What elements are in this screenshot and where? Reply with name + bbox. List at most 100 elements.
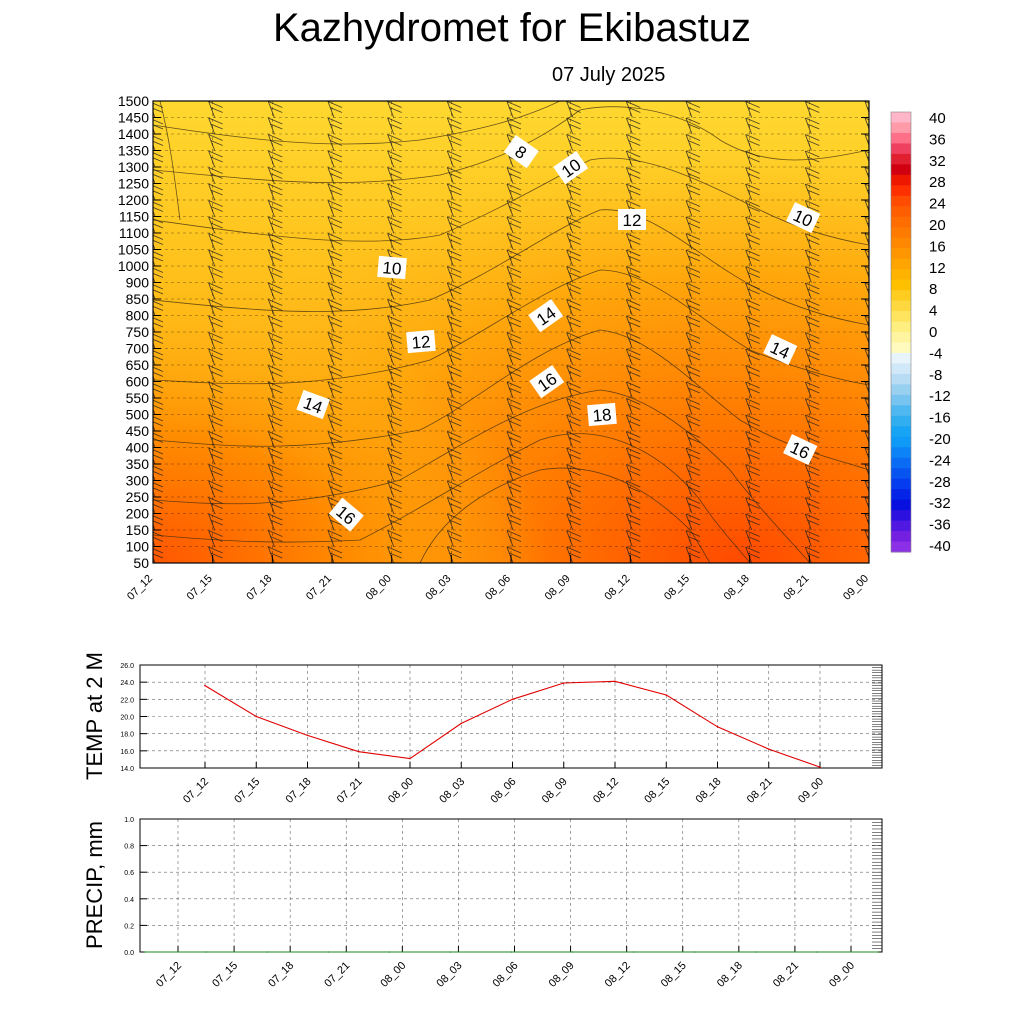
wind-barb bbox=[566, 134, 581, 151]
x-tick-label: 08_09 bbox=[543, 573, 573, 603]
colorbar-cell bbox=[891, 352, 911, 364]
contour-label-box bbox=[587, 402, 617, 427]
colorbar-frame bbox=[890, 111, 912, 553]
y-tick-label: 24.0 bbox=[120, 680, 134, 687]
wind-barb bbox=[153, 201, 164, 217]
wind-barb bbox=[810, 101, 812, 102]
wind-barb bbox=[864, 200, 869, 213]
y-tick-label: 26.0 bbox=[120, 663, 134, 670]
wind-barb bbox=[153, 251, 164, 267]
wind-barb bbox=[387, 464, 402, 481]
wind-barb bbox=[446, 398, 462, 415]
x-tick-label: 08_12 bbox=[602, 573, 632, 603]
precip-point bbox=[266, 951, 268, 953]
x-tick-label: 08_06 bbox=[491, 960, 521, 990]
y-tick-label: 1500 bbox=[118, 93, 149, 109]
wind-barb bbox=[625, 381, 641, 399]
wind-barb bbox=[745, 266, 760, 283]
wind-barb bbox=[214, 101, 215, 102]
wind-barb bbox=[153, 267, 164, 283]
x-tick-label: 07_21 bbox=[322, 960, 352, 990]
colorbar-label: -40 bbox=[929, 538, 951, 555]
wind-barb bbox=[566, 249, 581, 267]
x-tick-label: 08_21 bbox=[745, 776, 775, 806]
colorbar-cell bbox=[891, 258, 911, 270]
colorbar-cell bbox=[891, 164, 911, 176]
y-tick-label: 16.0 bbox=[120, 749, 134, 756]
wind-barb bbox=[625, 530, 641, 547]
wind-barb bbox=[208, 266, 223, 283]
wind-barb bbox=[208, 447, 223, 465]
colorbar-cells bbox=[891, 112, 911, 553]
colorbar-cell bbox=[891, 426, 911, 438]
wind-barb bbox=[506, 117, 522, 135]
precip-panel: PRECIP, mm 1.0 0.8 0.6 0.4 0.2 0.0 07_12 07_15… bbox=[82, 817, 883, 990]
x-tick-label: 08_06 bbox=[489, 776, 519, 806]
wind-barb bbox=[566, 530, 581, 547]
wind-barb bbox=[506, 381, 522, 399]
temp-point bbox=[562, 682, 565, 684]
contour-label: 18 bbox=[587, 402, 617, 427]
x-tick-label: 08_00 bbox=[378, 960, 408, 990]
wind-barb bbox=[566, 332, 581, 349]
wind-barb bbox=[387, 332, 402, 349]
wind-barb bbox=[864, 299, 869, 312]
wind-barb bbox=[566, 464, 581, 481]
colorbar-label: 24 bbox=[929, 196, 946, 213]
wind-barb bbox=[745, 249, 760, 267]
wind-barb bbox=[864, 117, 869, 130]
precip-point bbox=[449, 951, 452, 953]
wind-barb bbox=[566, 117, 581, 135]
wind-barb bbox=[208, 381, 223, 399]
contour-label: 10 bbox=[377, 255, 407, 280]
wind-barb bbox=[327, 381, 343, 399]
colorbar: 4036322824201612840-4-8-12-16-20-24-28-3… bbox=[890, 110, 951, 555]
wind-barb bbox=[506, 332, 522, 349]
x-tick-label: 08_12 bbox=[603, 960, 633, 990]
wind-barb bbox=[153, 449, 164, 465]
contour-label-box bbox=[503, 134, 539, 169]
colorbar-cell bbox=[891, 311, 911, 323]
precip-frame bbox=[139, 818, 883, 953]
wind-barb bbox=[864, 530, 869, 543]
contour-label-box bbox=[529, 364, 565, 399]
precip-point bbox=[144, 951, 146, 953]
wind-barb bbox=[153, 482, 164, 498]
colorbar-cell bbox=[891, 405, 911, 417]
x-tick-label: 07_21 bbox=[335, 776, 365, 806]
wind-barb bbox=[208, 249, 223, 267]
wind-barb bbox=[154, 101, 155, 102]
temp-point bbox=[306, 734, 309, 737]
wind-barb bbox=[506, 266, 522, 283]
wind-barb bbox=[864, 480, 869, 493]
wind-barb bbox=[153, 548, 164, 563]
wind-barb bbox=[153, 432, 164, 448]
wind-barb bbox=[267, 513, 283, 531]
wind-barb bbox=[267, 447, 283, 465]
wind-barb bbox=[864, 414, 869, 427]
y-tick-label: 20.0 bbox=[120, 715, 134, 722]
wind-barb bbox=[745, 381, 760, 399]
wind-barb bbox=[572, 101, 573, 102]
x-tick-label: 08_12 bbox=[591, 776, 621, 806]
wind-barb bbox=[625, 315, 641, 333]
wind-barb bbox=[804, 117, 820, 135]
wind-barb bbox=[685, 398, 701, 415]
colorbar-cell bbox=[891, 300, 911, 312]
colorbar-cell bbox=[891, 122, 911, 134]
wind-barb bbox=[267, 134, 283, 151]
chart-title: Kazhydromet for Ekibastuz bbox=[273, 6, 751, 50]
colorbar-label: 12 bbox=[929, 260, 946, 277]
temp-panel: TEMP at 2 M 26.0 24.0 22.0 20.0 18.0 16.0 14.0… bbox=[82, 652, 883, 806]
colorbar-cell bbox=[891, 227, 911, 239]
wind-barb bbox=[153, 218, 164, 234]
y-tick-label: 1250 bbox=[118, 176, 149, 192]
x-tick-label: 07_12 bbox=[125, 573, 155, 603]
wind-barb bbox=[153, 515, 164, 531]
colorbar-cell bbox=[891, 489, 911, 501]
y-tick-label: 350 bbox=[126, 456, 150, 472]
wind-barb bbox=[745, 332, 760, 349]
wind-barb bbox=[685, 513, 701, 531]
wind-barb bbox=[625, 134, 641, 151]
precip-point bbox=[632, 951, 635, 953]
